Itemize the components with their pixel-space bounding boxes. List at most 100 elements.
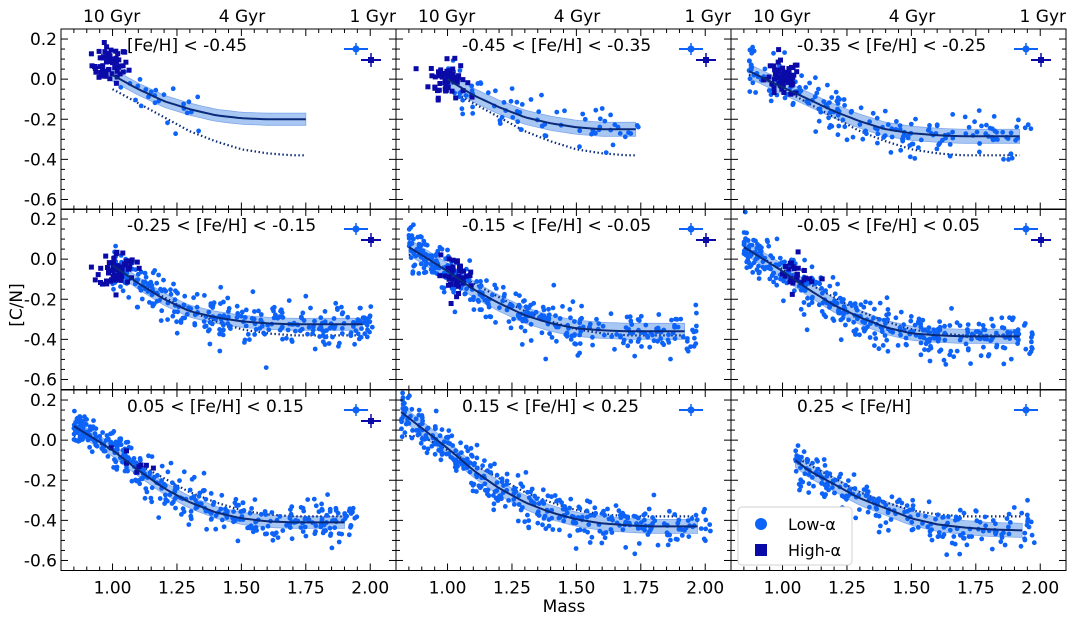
ticks <box>61 208 396 390</box>
low-alpha-point <box>865 324 870 330</box>
low-alpha-point <box>829 485 835 490</box>
high-alpha-point <box>113 277 119 283</box>
low-alpha-point <box>211 300 217 306</box>
low-alpha-point <box>823 288 828 294</box>
low-alpha-point <box>332 517 338 523</box>
low-alpha-point <box>170 313 176 319</box>
low-alpha-point <box>471 294 476 300</box>
low-alpha-point <box>532 493 537 499</box>
low-alpha-point <box>829 123 835 129</box>
low-alpha-point <box>782 50 787 55</box>
fit-line <box>794 459 1023 532</box>
plot-area <box>746 44 1034 162</box>
low-alpha-point <box>265 523 271 529</box>
low-alpha-point <box>271 532 277 538</box>
low-alpha-point <box>768 266 774 272</box>
high-alpha-point <box>104 278 109 284</box>
low-alpha-point <box>817 281 823 287</box>
legend-label: High-α <box>788 541 841 560</box>
low-alpha-point <box>692 335 697 341</box>
low-alpha-point <box>453 457 459 463</box>
low-alpha-point <box>672 336 678 341</box>
high-alpha-point <box>108 47 114 53</box>
low-alpha-point <box>853 305 859 310</box>
low-alpha-point <box>965 327 970 332</box>
low-alpha-point <box>851 472 857 477</box>
fit-line <box>748 70 1020 138</box>
high-alpha-point <box>771 63 777 69</box>
low-alpha-point <box>364 322 370 328</box>
low-alpha-point <box>300 529 306 534</box>
low-alpha-point <box>148 89 154 95</box>
high-alpha-point <box>767 63 773 69</box>
low-alpha-point <box>77 438 82 444</box>
low-alpha-point <box>528 302 533 308</box>
low-alpha-point <box>812 94 818 100</box>
low-alpha-point <box>139 296 145 302</box>
low-alpha-point <box>482 458 487 463</box>
low-alpha-point <box>186 522 192 527</box>
low-alpha-point <box>875 131 881 137</box>
low-alpha-point <box>809 264 815 270</box>
low-alpha-point <box>1011 505 1017 510</box>
low-alpha-point <box>650 515 655 520</box>
low-alpha-point <box>312 318 317 324</box>
low-alpha-point <box>508 302 514 307</box>
low-alpha-point <box>676 517 682 523</box>
low-alpha-point <box>89 449 95 455</box>
low-alpha-point <box>256 308 261 314</box>
high-alpha-point <box>772 67 778 73</box>
low-alpha-point <box>1006 524 1011 530</box>
low-alpha-point <box>927 123 932 128</box>
low-alpha-point <box>170 86 176 92</box>
low-alpha-point <box>482 481 488 487</box>
low-alpha-point <box>253 327 259 332</box>
low-alpha-point <box>438 457 444 463</box>
low-alpha-point <box>873 513 879 518</box>
low-alpha-point <box>771 279 776 285</box>
low-alpha-point <box>521 298 526 304</box>
low-alpha-point <box>746 244 752 250</box>
low-alpha-point <box>485 90 491 96</box>
low-alpha-point <box>1007 315 1012 321</box>
low-alpha-point <box>469 88 475 93</box>
low-alpha-point <box>515 473 521 478</box>
low-alpha-point <box>708 528 713 534</box>
low-alpha-point <box>666 340 672 345</box>
low-alpha-point <box>118 84 124 90</box>
low-alpha-point <box>549 494 554 500</box>
low-alpha-point <box>875 140 880 146</box>
fit-line <box>73 425 345 524</box>
low-alpha-point <box>893 315 899 321</box>
low-alpha-point <box>642 517 647 523</box>
low-alpha-point <box>105 437 111 442</box>
low-alpha-point <box>1024 512 1030 518</box>
low-alpha-point <box>550 305 556 311</box>
low-alpha-point <box>202 293 207 298</box>
low-alpha-point <box>809 296 815 301</box>
high-alpha-point <box>790 280 796 286</box>
low-alpha-point <box>234 315 240 320</box>
low-alpha-point <box>1019 510 1025 516</box>
low-alpha-point <box>138 103 144 109</box>
low-alpha-point <box>620 510 626 516</box>
low-alpha-point <box>253 525 259 530</box>
low-alpha-point <box>766 88 772 93</box>
high-alpha-point <box>413 66 419 72</box>
high-alpha-point <box>113 55 119 61</box>
low-alpha-point <box>137 77 143 82</box>
low-alpha-point <box>916 145 921 151</box>
low-alpha-point <box>126 456 132 462</box>
low-alpha-point <box>526 518 532 523</box>
low-alpha-point <box>937 319 942 324</box>
low-alpha-point <box>636 336 642 342</box>
high-alpha-point <box>786 66 792 72</box>
low-alpha-point <box>455 464 460 469</box>
low-alpha-point <box>821 99 827 104</box>
low-alpha-point <box>204 526 210 532</box>
low-alpha-point <box>748 62 754 68</box>
low-alpha-point <box>418 440 424 446</box>
low-alpha-point <box>73 430 79 435</box>
low-alpha-point <box>172 297 178 303</box>
low-alpha-point <box>593 130 598 136</box>
